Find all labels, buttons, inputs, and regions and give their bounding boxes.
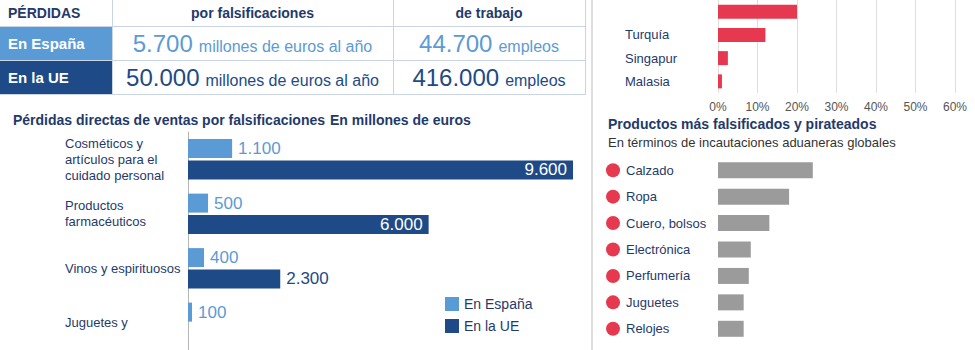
svg-text:En España: En España [464, 296, 533, 312]
svg-text:Vinos y espirituosos: Vinos y espirituosos [65, 261, 181, 276]
svg-text:6.000: 6.000 [380, 215, 423, 234]
svg-text:500: 500 [214, 194, 242, 213]
svg-text:Malasia: Malasia [625, 74, 671, 89]
svg-text:En términos de incautaciones a: En términos de incautaciones aduaneras g… [608, 135, 896, 150]
svg-text:Cuero, bolsos: Cuero, bolsos [626, 216, 707, 231]
svg-text:Juguetes y: Juguetes y [65, 315, 128, 330]
svg-text:Productos: Productos [65, 198, 127, 213]
svg-text:artículos para el: artículos para el [65, 152, 161, 167]
svg-text:100: 100 [198, 303, 226, 322]
svg-text:0%: 0% [709, 100, 727, 114]
svg-text:En la UE: En la UE [464, 318, 519, 334]
svg-text:Juguetes: Juguetes [626, 295, 679, 310]
svg-text:Ropa: Ropa [626, 189, 658, 204]
html-text:50.000 millones de euros al añ: 50.000 millones de euros al año [126, 63, 379, 91]
svg-text:Pérdidas directas de ventas po: Pérdidas directas de ventas por falsific… [13, 112, 325, 128]
svg-text:Turquía: Turquía [625, 27, 670, 42]
svg-text:Perfumería: Perfumería [626, 268, 691, 283]
svg-text:20%: 20% [785, 100, 809, 114]
svg-text:Calzado: Calzado [626, 163, 674, 178]
svg-text:9.600: 9.600 [524, 160, 567, 179]
svg-text:Electrónica: Electrónica [626, 242, 691, 257]
svg-text:En millones de euros: En millones de euros [330, 112, 471, 128]
svg-text:40%: 40% [864, 100, 888, 114]
html-text:por falsificaciones: por falsificaciones [191, 5, 314, 21]
svg-text:50%: 50% [903, 100, 927, 114]
html-text:PÉRDIDAS: PÉRDIDAS [8, 5, 81, 21]
html-text:En España: En España [8, 35, 85, 52]
svg-text:Productos más falsificados y p: Productos más falsificados y pirateados [608, 116, 877, 132]
svg-text:10%: 10% [745, 100, 769, 114]
svg-text:farmacéuticos: farmacéuticos [65, 214, 146, 229]
svg-text:400: 400 [210, 248, 238, 267]
svg-text:cuidado personal: cuidado personal [65, 168, 164, 183]
svg-text:Cosméticos y: Cosméticos y [65, 136, 147, 151]
svg-text:Relojes: Relojes [626, 321, 670, 336]
html-text:44.700 empleos: 44.700 empleos [419, 29, 559, 57]
html-text:En la UE: En la UE [8, 69, 69, 86]
svg-text:60%: 60% [943, 100, 967, 114]
svg-text:2.300: 2.300 [286, 269, 329, 288]
svg-text:1.100: 1.100 [238, 139, 281, 158]
html-text:de trabajo: de trabajo [455, 5, 523, 21]
html-text:5.700 millones de euros al año: 5.700 millones de euros al año [132, 29, 373, 57]
svg-text:30%: 30% [824, 100, 848, 114]
svg-text:Singapur: Singapur [625, 51, 678, 66]
html-text:416.000 empleos: 416.000 empleos [412, 63, 566, 91]
